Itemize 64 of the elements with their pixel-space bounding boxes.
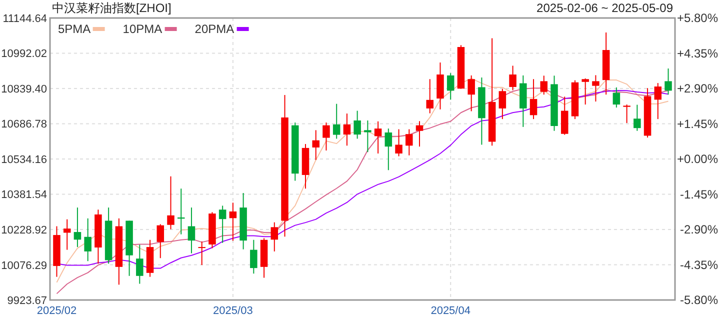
y2-tick-label: +0.00%: [676, 152, 718, 166]
candlestick: [509, 65, 516, 91]
candlestick: [426, 78, 434, 114]
x-tick-label: 2025/04: [430, 305, 470, 317]
y2-tick-label: -5.80%: [680, 293, 718, 307]
candlestick: [416, 120, 424, 148]
candlestick: [530, 78, 538, 120]
candlestick: [468, 74, 475, 112]
candlestick: [250, 239, 258, 274]
candlestick: [74, 207, 82, 248]
candlestick: [354, 110, 361, 140]
x-tick-label: 2025/03: [213, 305, 253, 317]
candlestick: [322, 122, 330, 151]
candlestick: [592, 74, 600, 102]
y-tick-label: 11144.64: [2, 13, 47, 25]
y-tick-label: 10076.29: [1, 260, 47, 272]
y2-tick-label: +2.90%: [676, 82, 718, 96]
candlestick: [167, 176, 174, 230]
candlestick: [654, 82, 662, 120]
legend-label: 20PMA: [194, 22, 234, 36]
candlestick: [612, 86, 620, 108]
y-tick-label: 10381.54: [1, 189, 47, 202]
y-tick-label: 9923.67: [7, 295, 47, 307]
candlestick: [312, 130, 320, 160]
x-tick-label: 2025/02: [36, 305, 77, 317]
candlestick: [395, 128, 402, 157]
legend-label: 5PMA: [58, 22, 91, 36]
y-tick-label: 10686.78: [1, 118, 47, 131]
candlestick: [540, 75, 548, 96]
candlestick: [406, 128, 413, 156]
candlestick: [343, 113, 351, 146]
y-tick-label: 10228.92: [1, 224, 47, 236]
candlestick: [384, 128, 392, 171]
y2-tick-label: -2.90%: [680, 222, 718, 236]
candlestick: [136, 244, 144, 284]
candlestick: [498, 88, 506, 120]
candlestick: [623, 104, 630, 124]
chart-title: 中汉菜籽油指数[ZHOI]: [52, 1, 172, 15]
candlestick: [664, 68, 672, 96]
candlestick: [374, 120, 382, 154]
candlestick: [218, 205, 226, 244]
candlestick: [332, 103, 340, 140]
y-tick-label: 10992.02: [1, 48, 47, 60]
candlestick: [156, 224, 164, 259]
candlestick: [229, 202, 237, 242]
candlestick: [582, 78, 589, 106]
candlestick: [634, 104, 641, 132]
y2-tick-label: +4.35%: [676, 46, 718, 60]
candlestick: [84, 218, 92, 262]
candlestick: [198, 240, 206, 266]
y-tick-label: 10534.16: [1, 154, 47, 166]
y2-tick-label: +5.80%: [676, 11, 718, 25]
candlestick: [63, 218, 71, 250]
chart-subtitle: 2025-02-06 ~ 2025-05-09: [536, 1, 674, 15]
legend-label: 10PMA: [122, 22, 162, 36]
y2-tick-label: -1.45%: [680, 187, 718, 202]
y2-tick-label: +1.45%: [676, 116, 718, 131]
candlestick: [446, 72, 454, 100]
candlestick: [270, 222, 278, 252]
y-tick-label: 10839.40: [1, 84, 47, 96]
candlestick: [364, 120, 372, 153]
y2-tick-label: -4.35%: [680, 258, 718, 272]
candlestick: [188, 207, 196, 254]
candlestick: [560, 96, 568, 136]
